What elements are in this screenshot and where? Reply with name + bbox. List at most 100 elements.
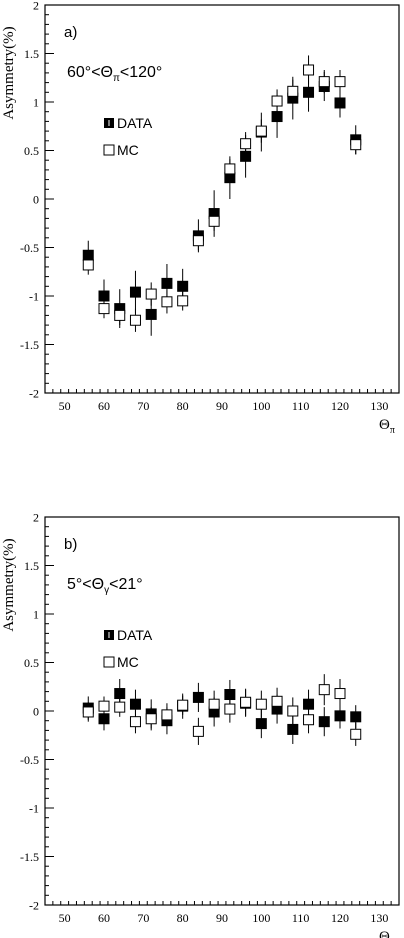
y-tick-label: 2	[33, 511, 39, 525]
y-tick-labels: -2 -1.5 -1 -0.5 0 0.5 1 1.5 2	[20, 511, 39, 913]
x-tick-label: 110	[292, 911, 310, 925]
mc-point	[208, 215, 220, 227]
data-point	[129, 286, 141, 298]
mc-point	[129, 314, 141, 326]
mc-point	[271, 95, 283, 107]
mc-point	[177, 699, 189, 711]
data-point	[192, 691, 204, 703]
panel-label: b)	[64, 536, 77, 553]
mc-point	[192, 235, 204, 247]
x-tick-label: 90	[216, 911, 228, 925]
data-point	[161, 277, 173, 289]
mc-point	[145, 713, 157, 725]
data-point	[129, 698, 141, 710]
y-tick-label: -0.5	[20, 241, 39, 255]
x-tick-labels: 50 60 70 80 90 100 110 120 130	[59, 399, 389, 413]
mc-point	[318, 76, 330, 88]
x-tick-label: 100	[252, 399, 270, 413]
mc-point	[208, 698, 220, 710]
data-point	[145, 308, 157, 320]
x-tick-label: 60	[98, 399, 110, 413]
y-tick-label: 0	[33, 193, 39, 207]
x-tick-label: 110	[292, 399, 310, 413]
y-tick-label: -1	[29, 802, 39, 816]
mc-point	[303, 714, 315, 726]
x-axis-label: Θπ	[379, 417, 395, 436]
panel-a: -2 -1.5 -1 -0.5 0 0.5 1 1.5 2 50 60 70 80 90 100 110 12…	[1, 0, 400, 436]
axis-ticks	[44, 4, 400, 394]
legend-mc-marker	[103, 656, 115, 668]
x-tick-labels: 50 60 70 80 90 100 110 120 130	[59, 911, 389, 925]
y-tick-label: -1.5	[20, 338, 39, 352]
y-tick-label: 1.5	[24, 47, 39, 61]
mc-point	[161, 709, 173, 721]
data-point	[334, 97, 346, 109]
data-point	[177, 280, 189, 292]
panel-label: a)	[64, 24, 77, 41]
x-tick-label: 80	[177, 911, 189, 925]
mc-point	[114, 701, 126, 713]
x-tick-label: 70	[137, 399, 149, 413]
data-point	[271, 111, 283, 123]
y-tick-label: 1	[33, 608, 39, 622]
x-tick-label: 130	[370, 399, 388, 413]
mc-point	[287, 705, 299, 717]
y-tick-label: -1	[29, 290, 39, 304]
mc-point	[271, 695, 283, 707]
mc-point	[255, 698, 267, 710]
x-tick-label: 90	[216, 399, 228, 413]
mc-point	[334, 76, 346, 88]
legend-mc-label: MC	[117, 142, 139, 158]
legend: DATA MC	[103, 115, 153, 158]
legend-data-label: DATA	[117, 115, 153, 131]
mc-point	[98, 303, 110, 315]
y-tick-label: 0.5	[24, 656, 39, 670]
y-tick-label: -0.5	[20, 753, 39, 767]
mc-point	[350, 728, 362, 740]
mc-point	[224, 703, 236, 715]
mc-point	[114, 309, 126, 321]
mc-point	[318, 684, 330, 696]
mc-point	[82, 259, 94, 271]
mc-point	[255, 125, 267, 137]
mc-point	[177, 295, 189, 307]
x-tick-label: 50	[59, 399, 71, 413]
x-tick-label: 120	[331, 399, 349, 413]
x-tick-label: 60	[98, 911, 110, 925]
mc-point	[224, 163, 236, 175]
x-tick-label: 80	[177, 399, 189, 413]
mc-point	[240, 138, 252, 150]
data-points	[82, 674, 362, 746]
y-axis-label: Asymmetry(%)	[1, 538, 17, 631]
mc-point	[129, 716, 141, 728]
x-tick-label: 120	[331, 911, 349, 925]
data-point	[255, 718, 267, 730]
axis-ticks	[44, 516, 400, 906]
x-tick-label: 100	[252, 911, 270, 925]
legend: DATA MC	[103, 627, 153, 670]
mc-point	[240, 696, 252, 708]
mc-point	[350, 139, 362, 151]
x-tick-label: 50	[59, 911, 71, 925]
y-tick-label: -2	[29, 387, 39, 401]
data-point	[350, 711, 362, 723]
y-tick-label: -2	[29, 899, 39, 913]
mc-point	[334, 688, 346, 700]
data-point	[114, 688, 126, 700]
legend-mc-label: MC	[117, 654, 139, 670]
y-tick-label: 2	[33, 0, 39, 13]
x-axis-label: Θπ	[379, 929, 395, 938]
cut-annotation: 5°<Θγ<21°	[67, 576, 143, 596]
cut-annotation: 60°<Θπ<120°	[67, 64, 162, 84]
data-point	[303, 86, 315, 98]
mc-point	[161, 296, 173, 308]
y-axis-label: Asymmetry(%)	[1, 26, 17, 119]
x-tick-label: 130	[370, 911, 388, 925]
data-point	[318, 716, 330, 728]
data-point	[334, 710, 346, 722]
mc-point	[287, 85, 299, 97]
x-tick-label: 70	[137, 911, 149, 925]
mc-point	[192, 725, 204, 737]
mc-point	[145, 288, 157, 300]
